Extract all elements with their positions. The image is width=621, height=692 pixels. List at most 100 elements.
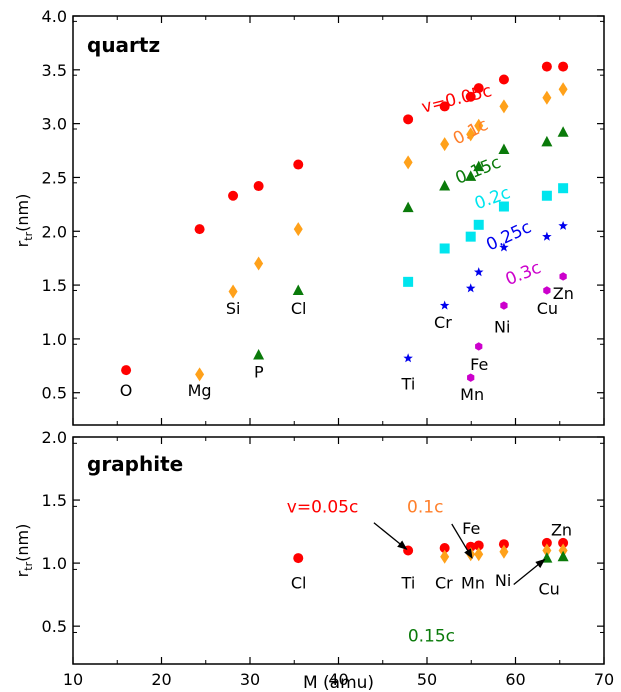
element-label: Mg [188,381,212,400]
data-point-diamond [440,137,450,152]
y-tick-label: 1.5 [42,276,67,295]
data-point-circle [473,540,484,551]
element-label: O [120,381,133,400]
data-point-diamond [474,118,484,133]
x-tick-label: 50 [417,670,437,689]
data-point-star [465,283,476,293]
data-point-hexagon [467,373,475,382]
annotation-arrow [451,523,473,559]
x-tick-label: 70 [594,670,614,689]
data-point-square [558,183,569,194]
y-axis-label-sub: tr [22,561,35,570]
data-point-diamond [558,543,568,558]
data-point-triangle [557,550,569,562]
y-axis-label: rtr(nm) [13,194,35,248]
x-tick-label: 20 [151,670,171,689]
data-point-diamond [254,256,264,271]
data-point-diamond [293,222,303,237]
element-label: Fe [462,519,480,538]
data-point-hexagon [543,286,551,295]
y-axis-label-sub: tr [22,231,35,240]
data-point-star [403,353,413,363]
data-point-diamond [195,367,205,382]
element-label: Cl [291,299,307,318]
velocity-annotation: 0.1c [407,498,443,518]
data-point-circle [558,537,569,548]
data-point-triangle [473,160,485,172]
data-point-diamond [440,549,450,564]
y-tick-label: 0.5 [42,617,67,636]
y-tick-label: 2.0 [42,428,67,447]
element-label: Si [226,299,241,318]
element-label: Ni [494,317,510,336]
y-axis-label-main: r [13,240,32,247]
series-circle [293,537,569,564]
data-point-diamond [499,99,509,114]
data-point-triangle [439,180,451,191]
annotation-arrow [513,558,546,586]
y-tick-label: 1.0 [42,330,67,349]
element-label: P [254,363,264,382]
series-diamond [440,543,568,564]
velocity-annotation: 0.25c [483,217,534,255]
data-point-triangle [498,143,510,154]
x-tick-label: 40 [328,670,348,689]
quartz-panel: 0.5 1.0 1.5 2.0 2.5 3.0 3.5 4.0 rtr(nm) quartz O Mg… [13,7,605,426]
element-label: Ni [495,571,511,590]
y-axis-label-unit: (nm) [13,524,32,562]
data-point-diamond [474,547,484,562]
data-point-triangle [253,349,265,360]
panel-title: graphite [87,452,183,476]
data-point-square [439,243,450,254]
data-point-diamond [499,544,509,559]
velocity-annotation: 0.3c [503,258,544,290]
series-square [403,183,569,287]
element-label: Mn [461,573,485,592]
data-point-triangle [465,170,477,181]
data-point-hexagon [559,272,567,281]
data-point-circle [228,190,239,201]
y-tick-label: 1.0 [42,554,67,573]
annotation-arrow [373,522,408,550]
data-point-hexagon [500,301,508,310]
data-point-diamond [228,284,238,299]
series-diamond [195,82,568,382]
data-point-circle [498,74,509,85]
element-label: Zn [551,520,572,539]
y-tick-label: 2.5 [42,168,67,187]
data-point-circle [473,83,484,94]
velocity-annotation: 0.15c [453,153,504,189]
data-point-square [473,219,484,230]
y-tick-label: 4.0 [42,7,67,26]
data-point-hexagon [475,342,483,351]
data-point-diamond [558,82,568,97]
data-point-diamond [466,127,476,142]
series-star [403,220,568,363]
data-point-diamond [542,90,552,105]
y-axis-label: rtr(nm) [13,524,35,578]
x-tick-label: 10 [63,670,83,689]
element-label: Cr [435,573,453,592]
x-tick-label: 60 [505,670,525,689]
data-point-triangle [557,126,569,137]
data-point-circle [439,542,450,553]
y-axis-label-unit: (nm) [13,194,32,232]
x-tick-label: 30 [240,670,260,689]
element-label: Cu [537,299,558,318]
data-point-circle [293,159,304,170]
data-point-circle [439,101,450,112]
y-axis-label-main: r [13,570,32,577]
velocity-annotation: 0.15c [408,626,455,646]
element-label: Zn [553,284,574,303]
graphite-panel: 0.5 1.0 1.5 2.0 10 20 30 40 50 60 70 rtr(nm) M (amu)… [13,428,614,692]
data-point-circle [541,537,552,548]
data-point-triangle [292,284,304,295]
element-label: Cu [538,580,559,599]
data-point-circle [541,61,552,72]
y-tick-label: 2.0 [42,222,67,241]
series-circle [121,61,569,376]
data-point-star [558,220,568,230]
y-tick-label: 3.5 [42,61,67,80]
y-tick-label: 3.0 [42,115,67,134]
